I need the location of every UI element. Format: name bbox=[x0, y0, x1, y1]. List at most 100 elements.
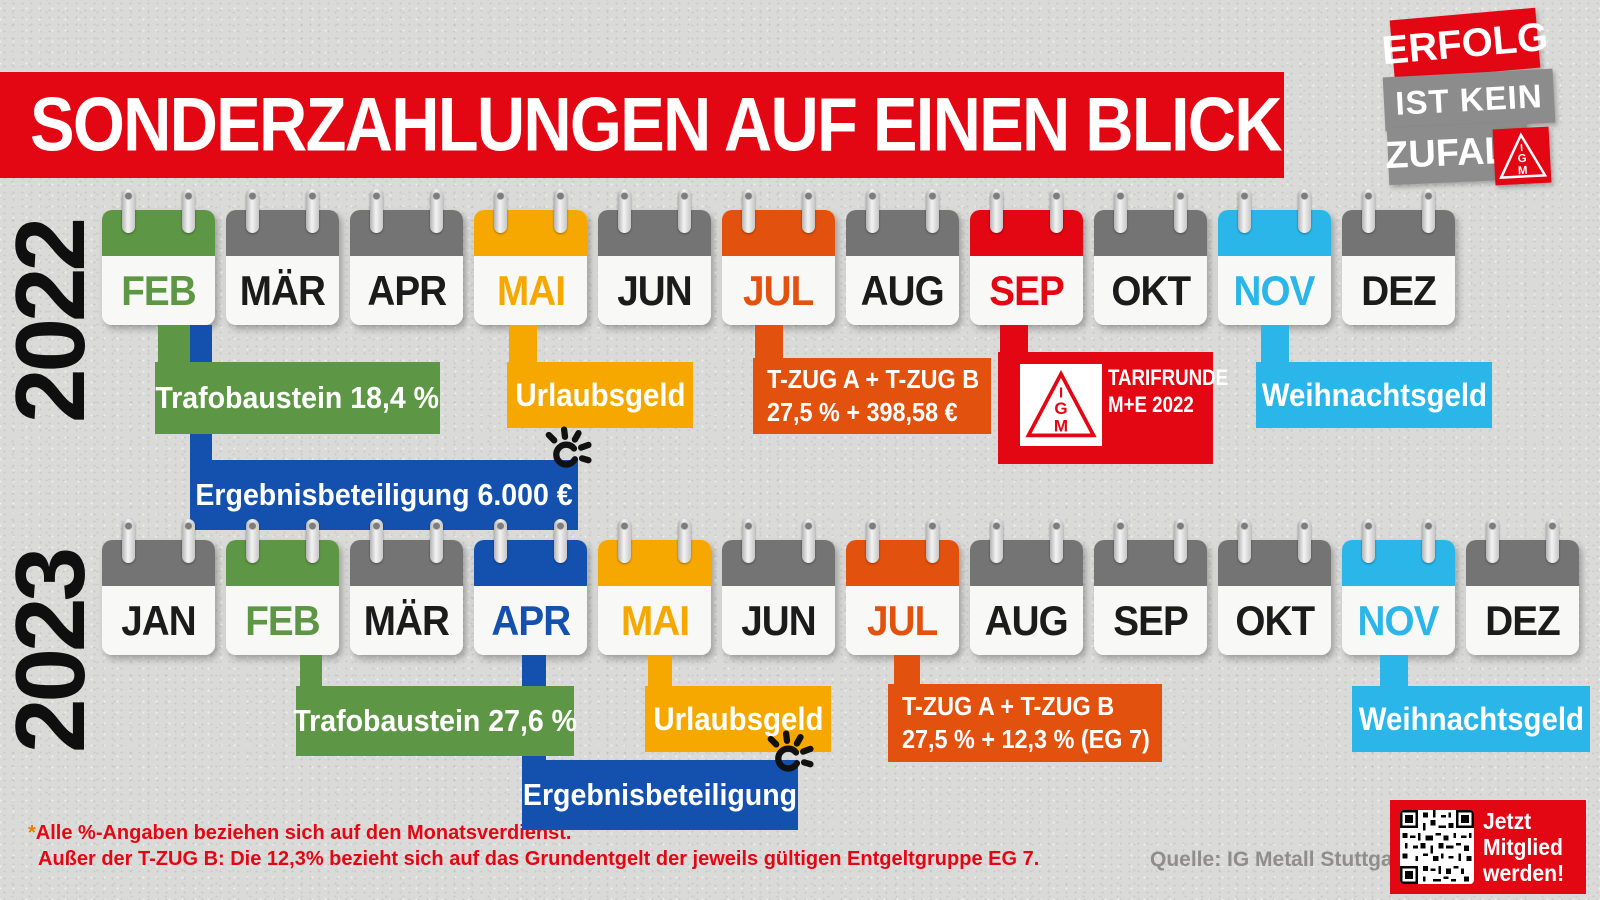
svg-text:M: M bbox=[1518, 165, 1528, 177]
month-label: FEB bbox=[121, 266, 196, 314]
tile-header bbox=[226, 210, 339, 256]
tile-header bbox=[474, 540, 587, 586]
event-tzug-2023: T-ZUG A + T-ZUG B 27,5 % + 12,3 % (EG 7) bbox=[888, 684, 1162, 762]
tile-header bbox=[598, 540, 711, 586]
tile-header bbox=[1218, 540, 1331, 586]
connector-weihnachtsgeld-2022 bbox=[1261, 325, 1289, 365]
calendar-tile-2022-jul: JUL bbox=[722, 189, 835, 325]
month-label: APR bbox=[491, 596, 571, 644]
connector-urlaubsgeld-2022 bbox=[509, 325, 537, 365]
sparkle-icon bbox=[545, 426, 592, 468]
calendar-tile-2022-okt: OKT bbox=[1094, 189, 1207, 325]
tile-header bbox=[102, 210, 215, 256]
tile-header bbox=[102, 540, 215, 586]
claim-text: IST KEIN bbox=[1394, 77, 1544, 122]
month-label: APR bbox=[367, 266, 447, 314]
event-label: Ergebnisbeteiligung bbox=[522, 777, 798, 812]
calendar-tile-2023-sep: SEP bbox=[1094, 519, 1207, 655]
calendar-tile-2022-feb: FEB bbox=[102, 189, 215, 325]
footnote-asterisk: * bbox=[28, 822, 36, 844]
connector-tarifrunde-2022 bbox=[1000, 325, 1028, 355]
calendar-tile-2023-mai: MAI bbox=[598, 519, 711, 655]
tile-header bbox=[1342, 210, 1455, 256]
calendar-tile-2023-maer: MÄR bbox=[350, 519, 463, 655]
event-label-line1: T-ZUG A + T-ZUG B bbox=[767, 364, 980, 394]
qr-code bbox=[1400, 810, 1474, 884]
membership-line2: Mitglied bbox=[1483, 834, 1563, 860]
tile-header bbox=[1342, 540, 1455, 586]
svg-text:M: M bbox=[1054, 417, 1068, 436]
event-weihnachtsgeld-2022: Weihnachtsgeld bbox=[1256, 362, 1492, 428]
calendar-tile-2023-nov: NOV bbox=[1342, 519, 1455, 655]
month-label: DEZ bbox=[1485, 596, 1560, 644]
month-label: OKT bbox=[1111, 266, 1191, 314]
footnote: *Alle %-Angaben beziehen sich auf den Mo… bbox=[28, 820, 1039, 872]
calendar-tile-2022-nov: NOV bbox=[1218, 189, 1331, 325]
tile-header bbox=[970, 540, 1083, 586]
event-label: Weihnachtsgeld bbox=[1358, 700, 1584, 737]
month-label: MAI bbox=[620, 596, 689, 644]
event-ergebnisbeteiligung-2023: Ergebnisbeteiligung bbox=[522, 760, 798, 830]
footnote-line1: Alle %-Angaben beziehen sich auf den Mon… bbox=[35, 822, 572, 844]
tile-header bbox=[1094, 210, 1207, 256]
month-label: JUN bbox=[741, 596, 816, 644]
event-tzug-2022: T-ZUG A + T-ZUG B 27,5 % + 398,58 € bbox=[753, 358, 991, 434]
connector-tzug-2022 bbox=[755, 325, 783, 361]
calendar-tile-2022-apr: APR bbox=[350, 189, 463, 325]
event-trafobaustein-2023: Trafobaustein 27,6 % bbox=[293, 686, 577, 756]
claim-text: ERFOLG bbox=[1380, 14, 1550, 73]
event-label-line1: T-ZUG A + T-ZUG B bbox=[902, 691, 1115, 721]
membership-line1: Jetzt bbox=[1483, 808, 1532, 834]
month-label: AUG bbox=[860, 266, 945, 314]
event-label: Weihnachtsgeld bbox=[1261, 376, 1487, 413]
connector-trafobaustein-2023 bbox=[300, 655, 322, 689]
tile-header bbox=[474, 210, 587, 256]
event-label-line1: TARIFRUNDE bbox=[1108, 365, 1229, 390]
event-weihnachtsgeld-2023: Weihnachtsgeld bbox=[1352, 686, 1590, 752]
tile-header bbox=[970, 210, 1083, 256]
claim-badge-ist-kein: IST KEIN bbox=[1382, 68, 1556, 132]
month-label: JUL bbox=[867, 596, 938, 644]
month-label: MÄR bbox=[239, 266, 326, 314]
membership-line3: werden! bbox=[1483, 860, 1565, 886]
event-label: Urlaubsgeld bbox=[514, 376, 686, 413]
membership-badge: Jetzt Mitglied werden! bbox=[1390, 800, 1586, 894]
page-title: SONDERZAHLUNGEN AUF EINEN BLICK bbox=[30, 82, 1283, 168]
event-ergebnisbeteiligung-2022: Ergebnisbeteiligung 6.000 € bbox=[190, 460, 578, 530]
month-label: OKT bbox=[1235, 596, 1315, 644]
month-label: MAI bbox=[496, 266, 565, 314]
calendar-tile-2023-okt: OKT bbox=[1218, 519, 1331, 655]
month-label: DEZ bbox=[1361, 266, 1436, 314]
tile-header bbox=[722, 540, 835, 586]
event-label: Ergebnisbeteiligung 6.000 € bbox=[195, 477, 573, 512]
sparkle-icon bbox=[767, 730, 814, 772]
calendar-tile-2023-feb: FEB bbox=[226, 519, 339, 655]
connector-tzug-2023 bbox=[894, 655, 920, 687]
event-label-line2: M+E 2022 bbox=[1108, 392, 1194, 417]
month-label: JAN bbox=[121, 596, 196, 644]
tile-header bbox=[846, 210, 959, 256]
calendar-tile-2023-dez: DEZ bbox=[1466, 519, 1579, 655]
tile-header bbox=[1218, 210, 1331, 256]
svg-text:G: G bbox=[1517, 153, 1527, 165]
tile-header bbox=[1466, 540, 1579, 586]
calendar-tile-2023-apr: APR bbox=[474, 519, 587, 655]
connector-weihnachtsgeld-2023 bbox=[1380, 655, 1408, 689]
tile-header bbox=[350, 210, 463, 256]
calendar-tile-2022-aug: AUG bbox=[846, 189, 959, 325]
month-label: FEB bbox=[245, 596, 320, 644]
calendar-tile-2022-mai: MAI bbox=[474, 189, 587, 325]
connector-urlaubsgeld-2023 bbox=[648, 655, 672, 689]
event-trafobaustein-2022: Trafobaustein 18,4 % bbox=[155, 362, 440, 434]
svg-text:I: I bbox=[1059, 386, 1063, 402]
month-label: JUL bbox=[743, 266, 814, 314]
month-label: AUG bbox=[984, 596, 1069, 644]
tile-header bbox=[350, 540, 463, 586]
event-label: Trafobaustein 27,6 % bbox=[293, 703, 577, 738]
svg-text:G: G bbox=[1054, 399, 1067, 418]
calendar-tile-2023-jan: JAN bbox=[102, 519, 215, 655]
